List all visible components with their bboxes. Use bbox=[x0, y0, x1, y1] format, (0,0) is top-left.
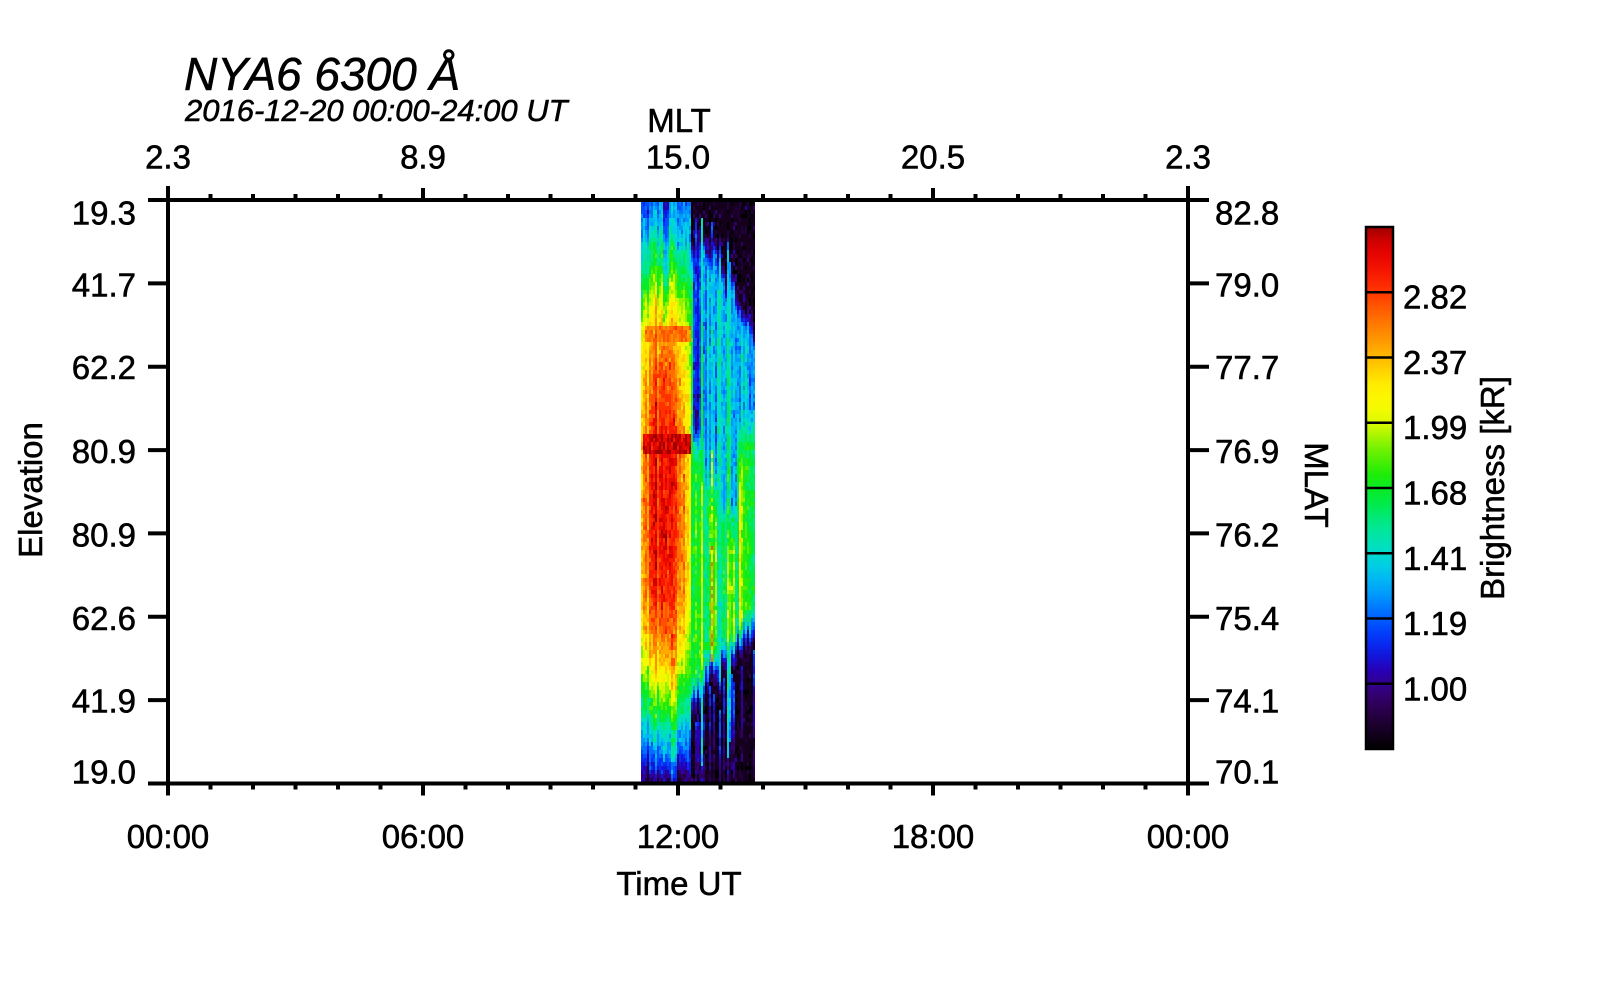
svg-text:74.1: 74.1 bbox=[1215, 683, 1279, 720]
svg-text:NYA6 6300 Å: NYA6 6300 Å bbox=[184, 48, 460, 100]
svg-text:2.3: 2.3 bbox=[1165, 139, 1211, 176]
svg-text:15.0: 15.0 bbox=[646, 139, 710, 176]
svg-text:1.68: 1.68 bbox=[1403, 475, 1467, 512]
svg-text:Brightness [kR]: Brightness [kR] bbox=[1474, 376, 1511, 600]
svg-text:41.9: 41.9 bbox=[72, 683, 136, 720]
svg-text:2.37: 2.37 bbox=[1403, 344, 1467, 381]
svg-text:2016-12-20 00:00-24:00 UT: 2016-12-20 00:00-24:00 UT bbox=[184, 93, 570, 128]
svg-text:Elevation: Elevation bbox=[12, 422, 49, 558]
svg-text:79.0: 79.0 bbox=[1215, 267, 1279, 304]
svg-text:2.3: 2.3 bbox=[145, 139, 191, 176]
svg-text:62.6: 62.6 bbox=[72, 600, 136, 637]
svg-text:Time UT: Time UT bbox=[616, 865, 741, 902]
svg-text:77.7: 77.7 bbox=[1215, 349, 1279, 386]
svg-text:19.0: 19.0 bbox=[72, 754, 136, 791]
svg-text:MLT: MLT bbox=[647, 102, 711, 139]
svg-text:76.2: 76.2 bbox=[1215, 517, 1279, 554]
svg-text:00:00: 00:00 bbox=[1147, 818, 1230, 855]
svg-text:62.2: 62.2 bbox=[72, 349, 136, 386]
svg-text:MLAT: MLAT bbox=[1298, 442, 1335, 528]
svg-text:1.19: 1.19 bbox=[1403, 605, 1467, 642]
svg-text:06:00: 06:00 bbox=[382, 818, 465, 855]
svg-text:80.9: 80.9 bbox=[72, 517, 136, 554]
svg-text:70.1: 70.1 bbox=[1215, 754, 1279, 791]
svg-text:76.9: 76.9 bbox=[1215, 433, 1279, 470]
svg-text:80.9: 80.9 bbox=[72, 433, 136, 470]
svg-text:12:00: 12:00 bbox=[637, 818, 720, 855]
svg-text:75.4: 75.4 bbox=[1215, 600, 1279, 637]
svg-text:8.9: 8.9 bbox=[400, 139, 446, 176]
svg-text:1.41: 1.41 bbox=[1403, 540, 1467, 577]
svg-text:19.3: 19.3 bbox=[72, 195, 136, 232]
svg-text:1.00: 1.00 bbox=[1403, 670, 1467, 707]
svg-text:20.5: 20.5 bbox=[901, 139, 965, 176]
svg-text:1.99: 1.99 bbox=[1403, 409, 1467, 446]
svg-text:18:00: 18:00 bbox=[892, 818, 975, 855]
svg-text:82.8: 82.8 bbox=[1215, 195, 1279, 232]
svg-text:2.82: 2.82 bbox=[1403, 279, 1467, 316]
svg-text:41.7: 41.7 bbox=[72, 267, 136, 304]
svg-text:00:00: 00:00 bbox=[127, 818, 210, 855]
